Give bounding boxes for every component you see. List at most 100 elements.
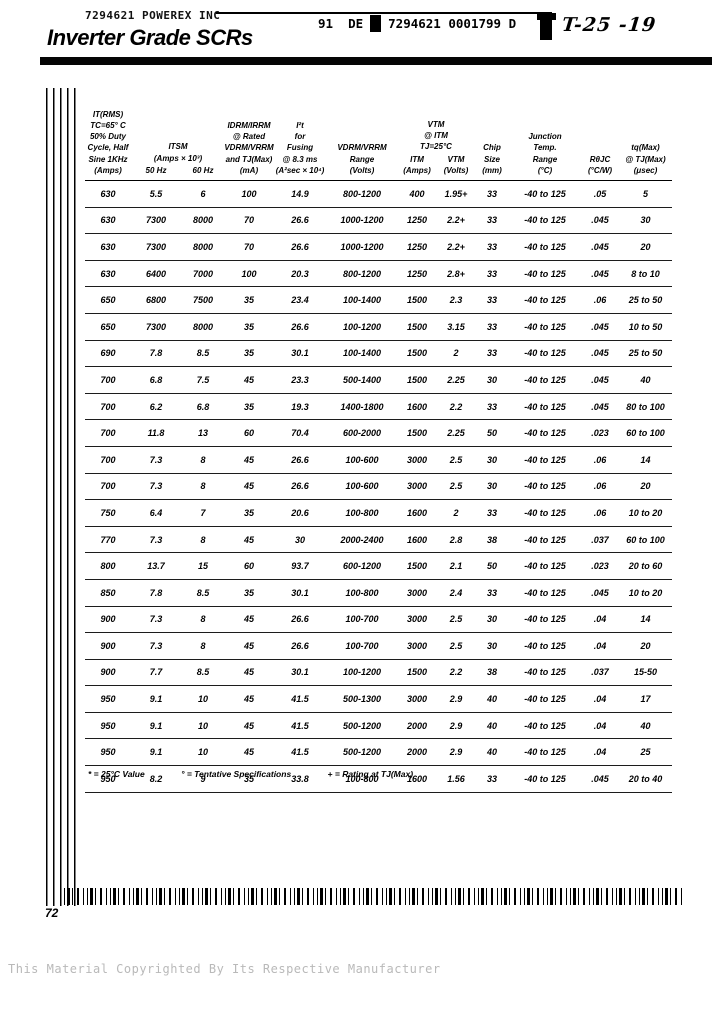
table-cell: 20 <box>640 481 651 492</box>
page-number: 72 <box>45 906 59 920</box>
table-header: IT(RMS) TC=65° C 50% Duty Cycle, Half Si… <box>85 88 672 181</box>
table-cell: 50 <box>486 428 497 439</box>
table-row: 770 7.3 8 45 30 2000-2400 1600 2.8 38 -40 to 125.… <box>85 527 672 554</box>
table-cell: 7.3 <box>149 614 163 625</box>
table-cell: .045 <box>591 773 609 784</box>
table-cell: 13 <box>197 428 208 439</box>
table-cell: 7.3 <box>149 640 163 651</box>
table-cell: 1600 <box>406 507 428 518</box>
column-subheader: VTM (Volts) <box>443 154 469 175</box>
table-cell: -40 to 125 <box>524 268 566 279</box>
table-cell: 100-800 <box>345 587 379 598</box>
table-cell: 60 <box>243 561 254 572</box>
table-row: 950 9.1 10 45 41.5 500-1200 2000 2.9 40 -40 to 12… <box>85 739 672 767</box>
table-cell: 700 <box>100 401 116 412</box>
table-cell: 2.25 <box>447 428 465 439</box>
table-cell: 8 <box>200 534 206 545</box>
table-cell: -40 to 125 <box>524 401 566 412</box>
table-cell: 35 <box>243 401 254 412</box>
table-cell: 10 to 20 <box>628 587 663 598</box>
table-cell: 35 <box>243 321 254 332</box>
table-cell: 6.8 <box>149 374 163 385</box>
table-cell: .06 <box>593 481 607 492</box>
column-header: IT(RMS) TC=65° C 50% Duty Cycle, Half Si… <box>85 109 131 176</box>
table-cell: 20.3 <box>291 268 309 279</box>
table-cell: .037 <box>591 667 609 678</box>
table-cell: 2.9 <box>449 747 463 758</box>
column-subheader: ITM (Amps) <box>403 154 431 175</box>
column-subheader: 60 Hz <box>192 165 214 175</box>
table-cell: 30 <box>486 614 497 625</box>
table-cell: 1250 <box>406 215 428 226</box>
table-cell: 950 <box>100 720 116 731</box>
table-cell: 60 to 100 <box>626 534 665 545</box>
table-cell: 1400-1800 <box>340 401 384 412</box>
column-header-label: I²t for Fusing @ 8.3 ms (A²sec × 10⁴) <box>275 121 325 175</box>
table-cell: 14 <box>640 454 651 465</box>
table-cell: 3.15 <box>447 321 465 332</box>
table-cell: 800 <box>100 561 116 572</box>
table-cell: .045 <box>591 401 609 412</box>
table-cell: 7.3 <box>149 454 163 465</box>
footnotes: * = 25°C Value ° = Tentative Specificati… <box>88 769 447 779</box>
header-stamp: 7294621 POWEREX INC <box>85 9 221 22</box>
table-row: 690 7.8 8.5 35 30.1 100-1400 1500 2 33 -40 to 125… <box>85 341 672 368</box>
table-cell: .045 <box>591 321 609 332</box>
table-cell: 45 <box>243 694 254 705</box>
table-cell: 600-2000 <box>342 428 382 439</box>
table-cell: .06 <box>593 295 607 306</box>
table-cell: 26.6 <box>291 454 309 465</box>
table-cell: 3000 <box>406 694 428 705</box>
table-row: 630 7300 8000 70 26.6 1000-1200 1250 2.2+ 33 -40 … <box>85 234 672 261</box>
table-cell: 2.8+ <box>447 268 465 279</box>
table-cell: 1500 <box>406 561 428 572</box>
table-cell: 100 <box>241 188 257 199</box>
column-header: Junction Temp. Range (°C) <box>509 131 581 176</box>
table-cell: 8 <box>200 481 206 492</box>
table-cell: 950 <box>100 694 116 705</box>
table-cell: 30.1 <box>291 348 309 359</box>
handwritten-note: T-25 -19 <box>560 14 658 36</box>
table-cell: 950 <box>100 747 116 758</box>
table-cell: 2.25 <box>447 374 465 385</box>
table-cell: 8000 <box>192 215 214 226</box>
table-cell: 1000-1200 <box>340 241 384 252</box>
column-header-label: Junction Temp. Range (°C) <box>528 132 562 175</box>
table-cell: 2.1 <box>449 561 463 572</box>
table-cell: 500-1400 <box>342 374 382 385</box>
table-cell: 770 <box>100 534 116 545</box>
page-title: Inverter Grade SCRs <box>47 25 253 50</box>
table-cell: 6.2 <box>149 401 163 412</box>
table-cell: 10 to 50 <box>628 321 663 332</box>
table-cell: 30 <box>294 534 305 545</box>
table-cell: 33 <box>486 188 497 199</box>
column-header-label: IT(RMS) TC=65° C 50% Duty Cycle, Half Si… <box>87 109 129 175</box>
table-cell: 45 <box>243 374 254 385</box>
table-cell: 2000 <box>406 747 428 758</box>
table-cell: 630 <box>100 241 116 252</box>
table-cell: 100-1200 <box>342 321 382 332</box>
table-cell: 2.5 <box>449 481 463 492</box>
table-row: 750 6.4 7 35 20.6 100-800 1600 2 33 -40 to 125 .06… <box>85 500 672 527</box>
table-cell: .06 <box>593 507 607 518</box>
table-cell: 40 <box>486 747 497 758</box>
table-cell: 1600 <box>406 773 428 784</box>
column-header: VDRM/VRRM Range (Volts) <box>327 142 397 176</box>
table-cell: 100-600 <box>345 454 379 465</box>
table-row: 700 6.8 7.5 45 23.3 500-1400 1500 2.25 30 -40 to … <box>85 367 672 394</box>
table-cell: 20 to 60 <box>628 561 663 572</box>
column-header-label: IDRM/IRRM @ Rated VDRM/VRRM and TJ(Max) … <box>224 121 274 175</box>
table-cell: 2000-2400 <box>340 534 384 545</box>
table-cell: 7.8 <box>149 587 163 598</box>
table-cell: 6.4 <box>149 507 163 518</box>
table-cell: 23.4 <box>291 295 309 306</box>
table-cell: 100-1400 <box>342 348 382 359</box>
table-cell: .037 <box>591 534 609 545</box>
table-cell: 14 <box>640 614 651 625</box>
table-row: 800 13.7 15 60 93.7 600-1200 1500 2.1 50 -40 to 1… <box>85 553 672 580</box>
table-cell: 2.5 <box>449 614 463 625</box>
table-cell: 33.8 <box>291 773 309 784</box>
table-cell: 8.5 <box>196 587 210 598</box>
table-cell: 35 <box>243 587 254 598</box>
table-cell: -40 to 125 <box>524 720 566 731</box>
